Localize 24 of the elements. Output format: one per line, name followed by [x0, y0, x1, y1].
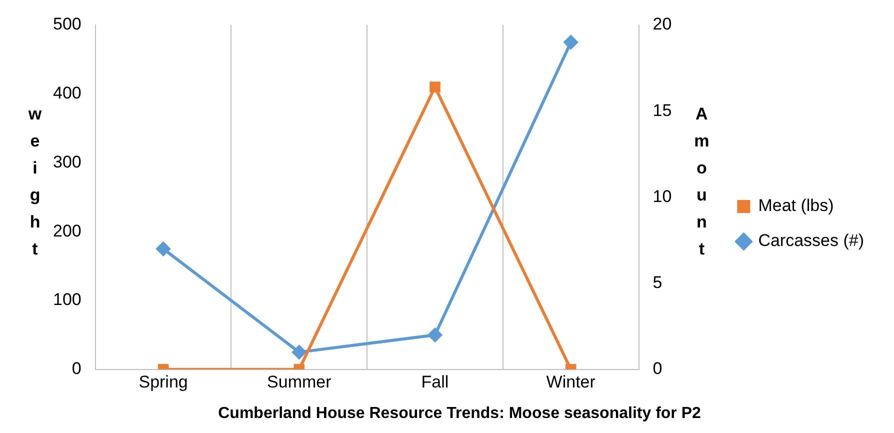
legend-label: Carcasses (#) — [758, 231, 864, 250]
point — [564, 35, 578, 50]
legend-label: Meat (lbs) — [758, 196, 834, 216]
y-tick-label: 400 — [52, 84, 82, 103]
y2-tick-label: 10 — [652, 186, 672, 206]
y2-tick-label: 20 — [652, 14, 672, 34]
y2-tick-label: 5 — [652, 272, 662, 292]
y-tick-label: 100 — [52, 290, 82, 310]
y-tick-label: 500 — [52, 14, 82, 34]
x-tick-label: Fall — [421, 372, 449, 392]
point — [156, 242, 170, 256]
y-tick-label: 0 — [72, 359, 82, 378]
y-tick-label: 200 — [52, 221, 82, 240]
y-tick-label: 300 — [52, 152, 82, 172]
x-tick-label: Spring — [138, 372, 188, 392]
x-tick-label: Summer — [267, 372, 332, 392]
y2-axis-title: Amount — [694, 104, 710, 258]
y2-tick-label: 0 — [652, 359, 662, 378]
x-tick-label: Winter — [546, 372, 596, 392]
text: Cumberland House Resource Trends: Moose seasonality for P2 — [218, 404, 701, 422]
y-axis-title: weight — [27, 104, 42, 258]
point — [292, 345, 306, 360]
point — [428, 328, 442, 342]
y2-tick-label: 15 — [652, 100, 672, 120]
